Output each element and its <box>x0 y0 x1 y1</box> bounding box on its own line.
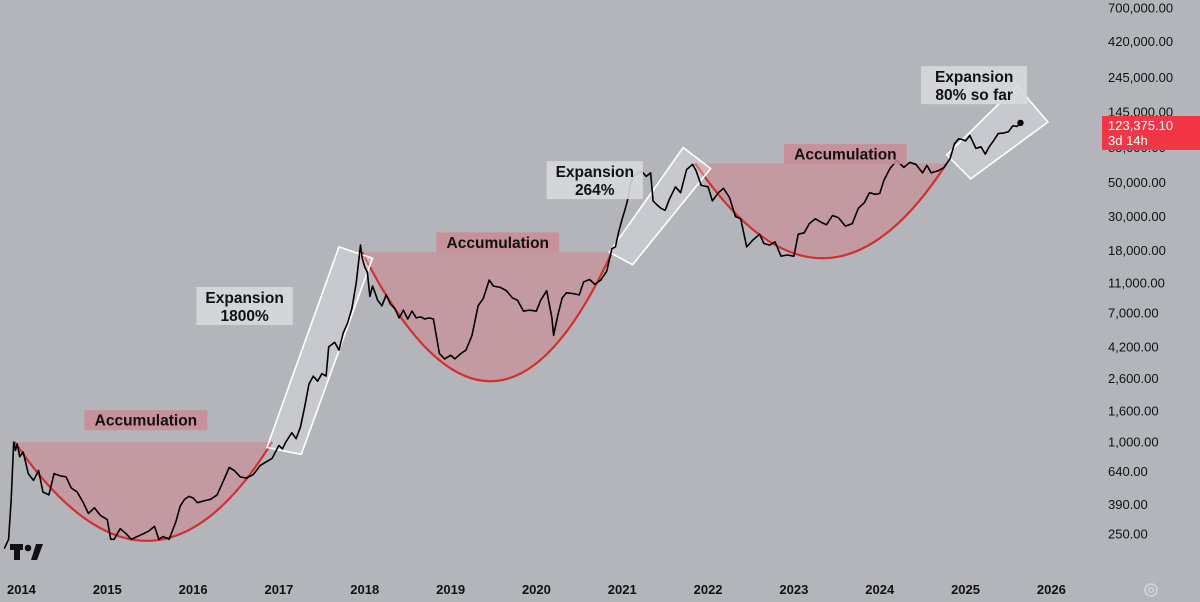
accumulation-label-bg <box>436 232 560 253</box>
accumulation-zone <box>14 441 273 541</box>
accumulation-curve <box>694 162 948 260</box>
tradingview-logo[interactable] <box>10 544 43 560</box>
expansion-box <box>265 245 374 456</box>
expansion-label: Expansion <box>556 164 634 181</box>
y-tick-label: 1,000.00 <box>1108 434 1159 449</box>
chart-settings-icon[interactable] <box>1144 583 1158 597</box>
expansion-percent-label: 80% so far <box>935 87 1013 104</box>
expansion-label-bg <box>921 66 1028 105</box>
y-tick-label: 4,200.00 <box>1108 339 1159 354</box>
accumulation-label: Accumulation <box>794 147 896 164</box>
y-tick-label: 1,600.00 <box>1108 403 1159 418</box>
price-badge-background <box>1102 116 1200 150</box>
y-tick-label: 7,000.00 <box>1108 306 1159 321</box>
accumulation-fills <box>14 163 947 541</box>
price-line <box>3 122 1022 549</box>
expansion-box <box>945 84 1050 180</box>
price-badge: 123,375.10 3d 14h <box>1102 116 1200 150</box>
y-tick-label: 640.00 <box>1108 464 1148 479</box>
expansion-percent-label: 1800% <box>220 308 268 325</box>
x-tick-label: 2025 <box>951 582 980 597</box>
expansion-label-bg <box>546 161 643 200</box>
accumulation-zone <box>362 252 612 382</box>
x-tick-label: 2020 <box>522 582 551 597</box>
accumulation-label: Accumulation <box>447 235 549 252</box>
x-tick-label: 2019 <box>436 582 465 597</box>
x-tick-label: 2021 <box>608 582 637 597</box>
accumulation-label-bg <box>783 144 907 165</box>
x-axis: 2014 2015 2016 2017 2018 2019 2020 2021 2022 2023… <box>7 582 1066 597</box>
x-tick-label: 2024 <box>865 582 895 597</box>
x-tick-label: 2016 <box>179 582 208 597</box>
expansion-label: Expansion <box>935 69 1013 86</box>
x-tick-label: 2017 <box>264 582 293 597</box>
y-tick-label: 145,000.00 <box>1108 105 1173 120</box>
y-tick-label: 18,000.00 <box>1108 243 1166 258</box>
expansion-label-bg <box>196 287 293 326</box>
y-tick-label: 11,000.00 <box>1108 276 1165 291</box>
y-tick-label: 30,000.00 <box>1108 209 1166 224</box>
y-tick-label: 420,000.00 <box>1108 34 1173 49</box>
accumulation-label: Accumulation <box>95 413 197 430</box>
expansion-percent-label: 264% <box>575 182 615 199</box>
x-tick-label: 2023 <box>779 582 808 597</box>
annotation-labels: Accumulation Accumulation Accumulation Expa… <box>84 66 1028 431</box>
x-tick-label: 2015 <box>93 582 122 597</box>
y-tick-label: 700,000.00 <box>1108 0 1173 15</box>
expansion-label: Expansion <box>205 290 283 307</box>
price-line-group <box>3 119 1024 549</box>
y-tick-label: 250.00 <box>1108 526 1148 541</box>
y-tick-label: 390.00 <box>1108 497 1148 512</box>
x-tick-label: 2022 <box>694 582 723 597</box>
x-tick-label: 2014 <box>7 582 37 597</box>
current-price-label: 123,375.10 <box>1108 118 1173 133</box>
last-price-marker <box>1017 119 1024 127</box>
y-tick-label: 2,600.00 <box>1108 371 1159 386</box>
accumulation-label-bg <box>84 410 208 431</box>
x-tick-label: 2026 <box>1037 582 1066 597</box>
candle-countdown-label: 3d 14h <box>1108 133 1148 148</box>
x-tick-label: 2018 <box>350 582 379 597</box>
y-tick-label: 50,000.00 <box>1108 175 1166 190</box>
y-tick-label: 245,000.00 <box>1108 70 1173 85</box>
y-axis: 700,000.00 420,000.00 245,000.00 145,000.00… <box>1108 0 1173 541</box>
